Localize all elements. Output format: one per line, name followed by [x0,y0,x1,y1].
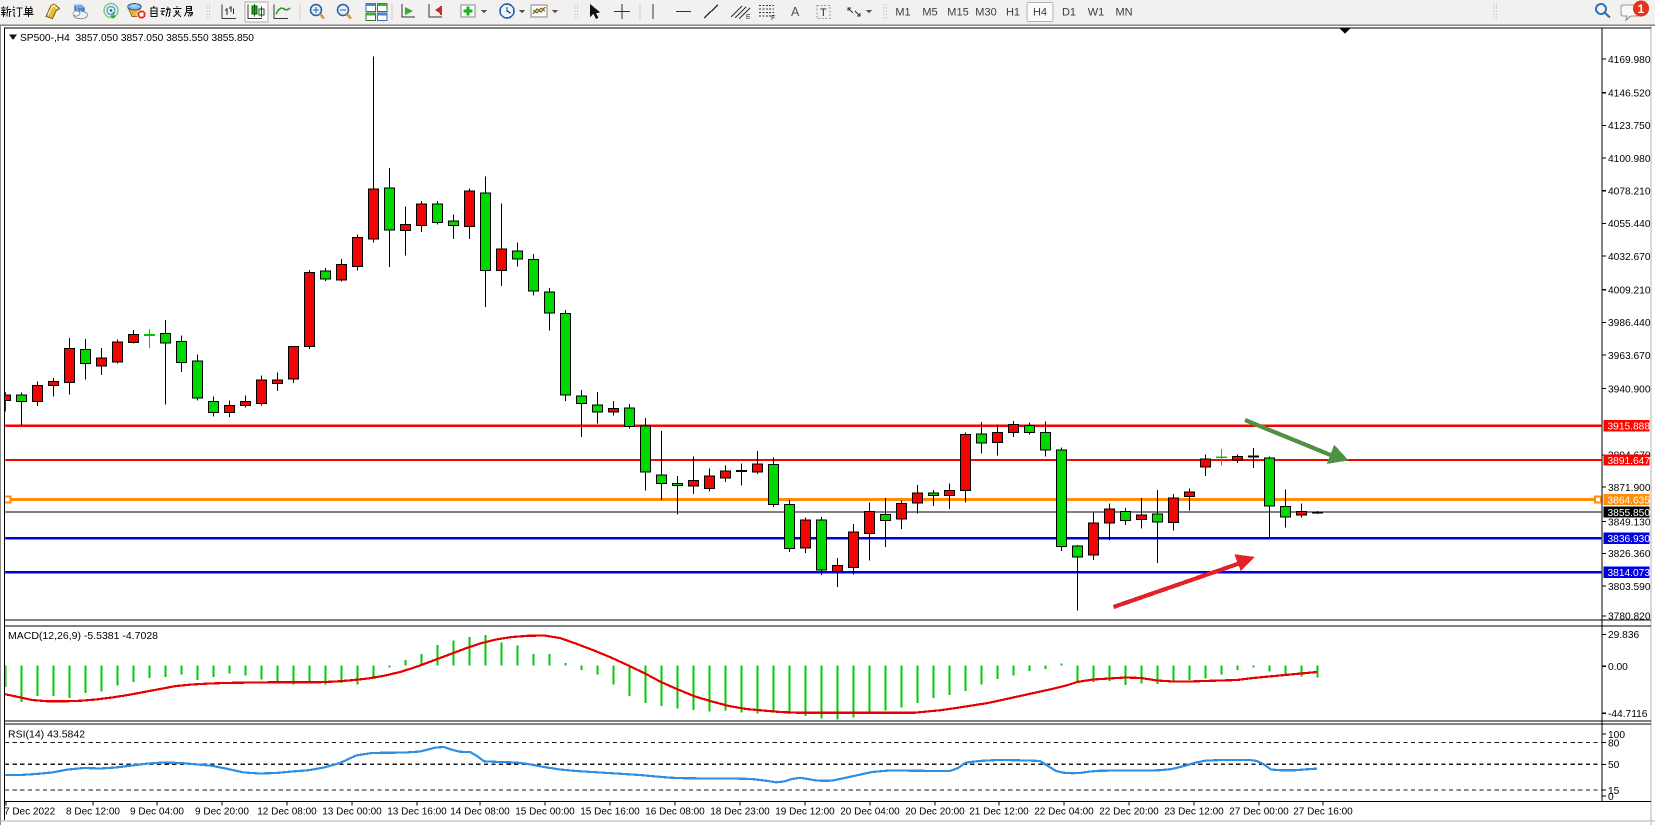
svg-text:15: 15 [1608,786,1620,797]
svg-text:13 Dec 00:00: 13 Dec 00:00 [322,807,382,818]
svg-text:4123.750: 4123.750 [1608,121,1651,132]
svg-text:27 Dec 16:00: 27 Dec 16:00 [1293,807,1353,818]
svg-text:100: 100 [1608,730,1625,741]
svg-text:4100.980: 4100.980 [1608,154,1651,165]
svg-text:13 Dec 16:00: 13 Dec 16:00 [387,807,447,818]
svg-text:8 Dec 12:00: 8 Dec 12:00 [66,807,120,818]
svg-text:15 Dec 00:00: 15 Dec 00:00 [515,807,575,818]
svg-text:3864.635: 3864.635 [1608,495,1651,506]
svg-text:21 Dec 12:00: 21 Dec 12:00 [969,807,1029,818]
svg-text:29.836: 29.836 [1608,630,1639,641]
svg-text:MACD(12,26,9) -5.5381 -4.7028: MACD(12,26,9) -5.5381 -4.7028 [8,630,158,642]
svg-text:3940.900: 3940.900 [1608,384,1651,395]
svg-text:M30: M30 [975,7,996,19]
svg-text:19 Dec 12:00: 19 Dec 12:00 [775,807,835,818]
svg-text:80: 80 [1608,738,1620,749]
svg-text:M5: M5 [922,7,937,19]
svg-text:22 Dec 04:00: 22 Dec 04:00 [1034,807,1094,818]
svg-text:3855.850: 3855.850 [1608,508,1651,519]
svg-text:12 Dec 08:00: 12 Dec 08:00 [257,807,317,818]
svg-text:4146.520: 4146.520 [1608,89,1651,100]
svg-text:4078.210: 4078.210 [1608,187,1651,198]
svg-text:3814.073: 3814.073 [1608,568,1651,579]
svg-text:15 Dec 16:00: 15 Dec 16:00 [580,807,640,818]
svg-text:4169.980: 4169.980 [1608,55,1651,66]
svg-text:7 Dec 2022: 7 Dec 2022 [4,807,56,818]
svg-text:18 Dec 23:00: 18 Dec 23:00 [710,807,770,818]
svg-text:4009.210: 4009.210 [1608,286,1651,297]
svg-text:16 Dec 08:00: 16 Dec 08:00 [645,807,705,818]
svg-text:0: 0 [1608,792,1614,803]
svg-text:3986.440: 3986.440 [1608,318,1651,329]
svg-text:H1: H1 [1006,7,1020,19]
svg-text:MN: MN [1115,7,1132,19]
svg-text:-44.7116: -44.7116 [1608,709,1648,720]
svg-text:3826.360: 3826.360 [1608,549,1651,560]
svg-text:4055.440: 4055.440 [1608,219,1651,230]
svg-text:3780.820: 3780.820 [1608,612,1651,623]
svg-text:3915.888: 3915.888 [1608,422,1651,433]
svg-text:9 Dec 20:00: 9 Dec 20:00 [195,807,249,818]
svg-text:20 Dec 04:00: 20 Dec 04:00 [840,807,900,818]
svg-text:F: F [771,15,775,22]
svg-text:3849.130: 3849.130 [1608,517,1651,528]
svg-text:T: T [820,7,827,19]
svg-text:23 Dec 12:00: 23 Dec 12:00 [1164,807,1224,818]
svg-text:20 Dec 20:00: 20 Dec 20:00 [905,807,965,818]
svg-text:9 Dec 04:00: 9 Dec 04:00 [130,807,184,818]
svg-text:A: A [791,5,800,19]
svg-text:1: 1 [1638,2,1645,16]
svg-text:M15: M15 [947,7,968,19]
svg-text:3803.590: 3803.590 [1608,582,1651,593]
svg-text:4032.670: 4032.670 [1608,252,1651,263]
svg-text:3871.900: 3871.900 [1608,483,1651,494]
svg-text:0.00: 0.00 [1608,662,1628,673]
svg-text:3963.670: 3963.670 [1608,351,1651,362]
svg-text:H4: H4 [1033,7,1047,19]
svg-text:3836.930: 3836.930 [1608,534,1651,545]
svg-text:RSI(14) 43.5842: RSI(14) 43.5842 [8,729,85,741]
svg-text:27 Dec 00:00: 27 Dec 00:00 [1229,807,1289,818]
svg-text:3891.647: 3891.647 [1608,456,1651,467]
svg-text:14 Dec 08:00: 14 Dec 08:00 [450,807,510,818]
svg-text:D1: D1 [1062,7,1076,19]
svg-text:M1: M1 [895,7,910,19]
svg-text:W1: W1 [1088,7,1105,19]
svg-text:22 Dec 20:00: 22 Dec 20:00 [1099,807,1159,818]
svg-text:SP500-,H4 3857.050 3857.050 3: SP500-,H4 3857.050 3857.050 3855.550 385… [20,33,254,44]
svg-text:50: 50 [1608,760,1620,771]
svg-text:E: E [746,14,751,21]
